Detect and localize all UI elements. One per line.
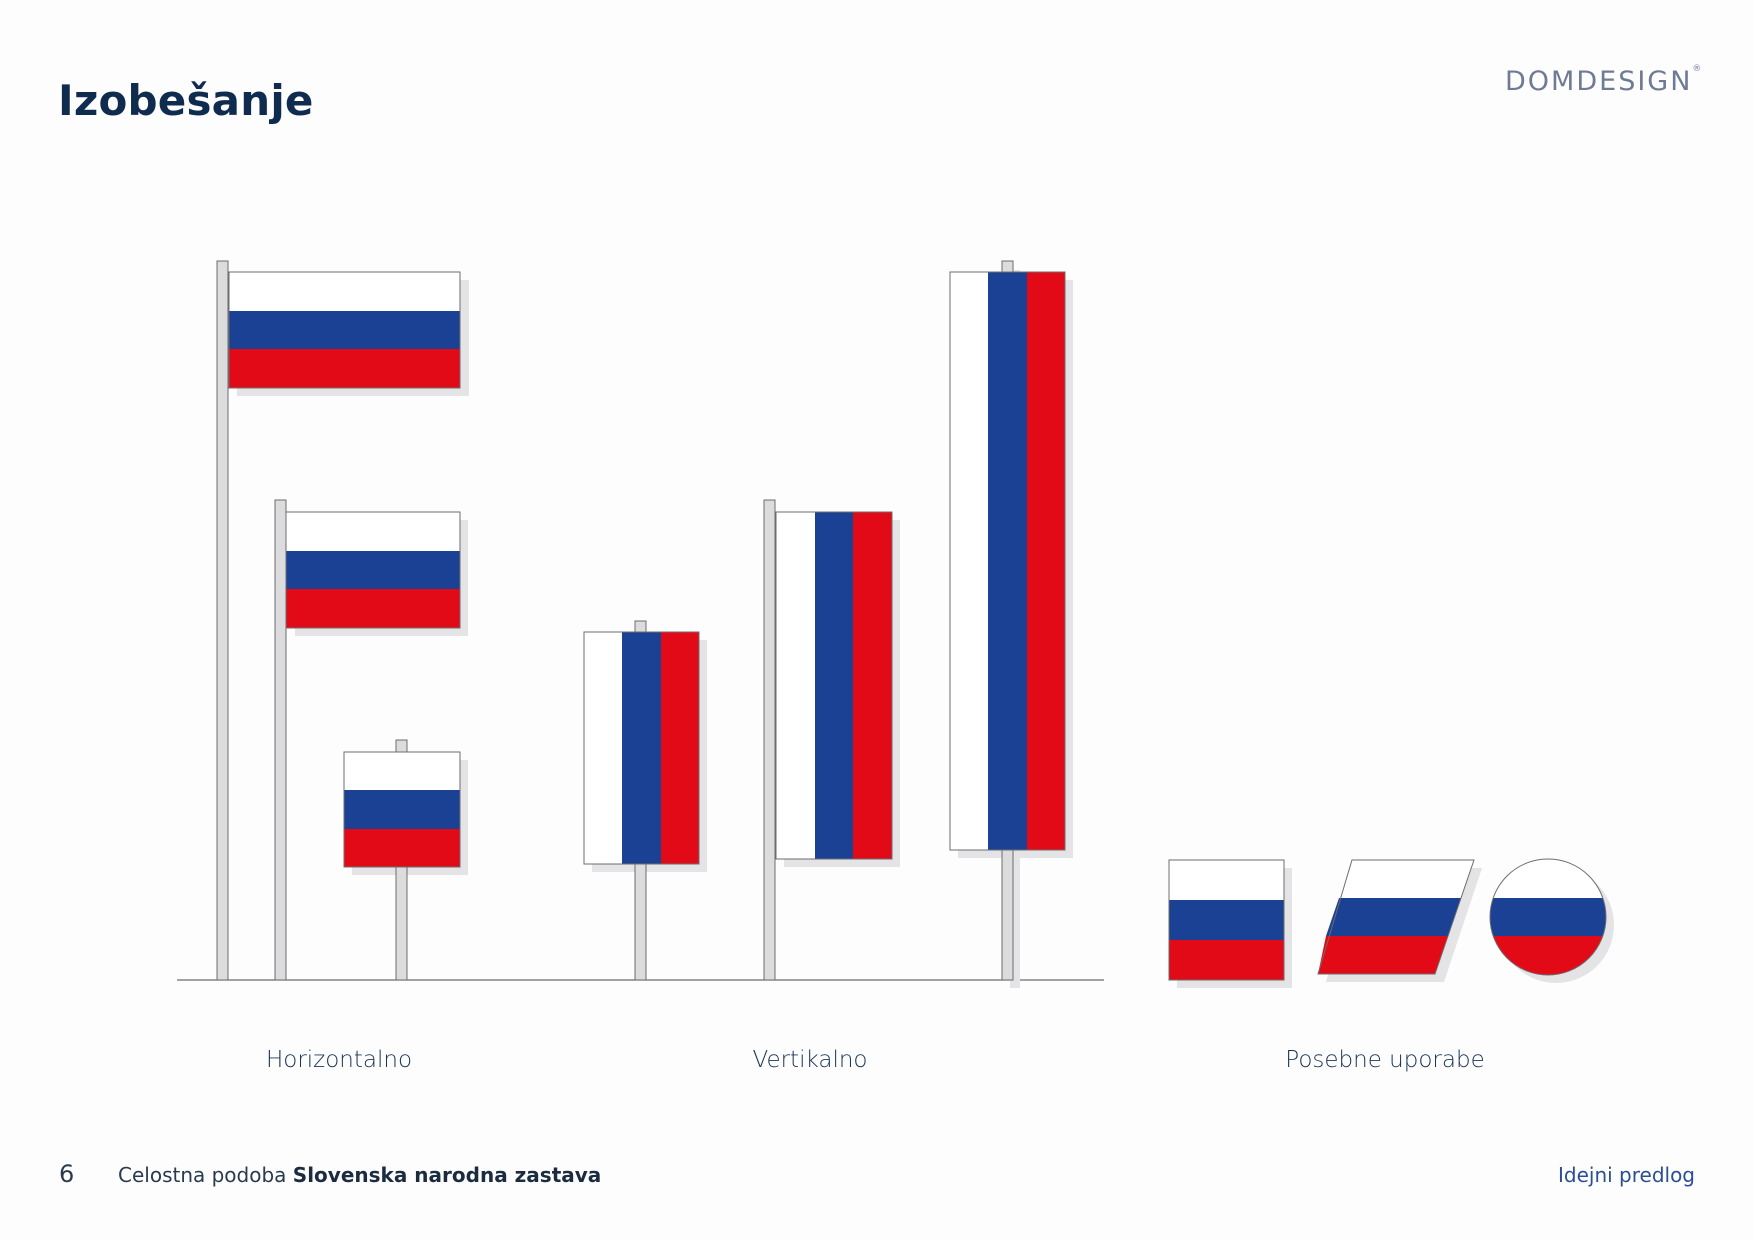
brand-logo: DOMDESIGN® <box>1505 64 1702 97</box>
horizontal-flag-small <box>343 739 468 981</box>
section-label-special: Posebne uporabe <box>1285 1047 1485 1073</box>
vertical-flag-medium <box>763 499 900 981</box>
special-flag-parallelogram <box>1317 859 1482 982</box>
pole <box>216 260 229 981</box>
special-flag-square <box>1168 859 1292 988</box>
vertical-flag-large <box>949 260 1073 988</box>
registered-mark: ® <box>1692 64 1702 74</box>
pole <box>763 499 776 981</box>
horizontal-flag-medium <box>274 499 468 981</box>
footer-document-title: Celostna podoba Slovenska narodna zastav… <box>118 1163 601 1187</box>
section-label-horizontal: Horizontalno <box>265 1047 413 1073</box>
footer-prefix: Celostna podoba <box>118 1163 287 1187</box>
pole <box>274 499 287 981</box>
horizontal-flag-large <box>216 260 469 981</box>
section-label-vertical: Vertikalno <box>752 1047 868 1073</box>
special-flag-circle <box>1489 858 1614 983</box>
page-title: Izobešanje <box>58 76 314 126</box>
vertical-flag-small <box>583 620 707 981</box>
brand-logo-text: DOMDESIGN <box>1505 66 1693 97</box>
page-number: 6 <box>59 1160 75 1188</box>
footer-title: Slovenska narodna zastava <box>292 1163 602 1187</box>
footer-status: Idejni predlog <box>1557 1163 1695 1187</box>
